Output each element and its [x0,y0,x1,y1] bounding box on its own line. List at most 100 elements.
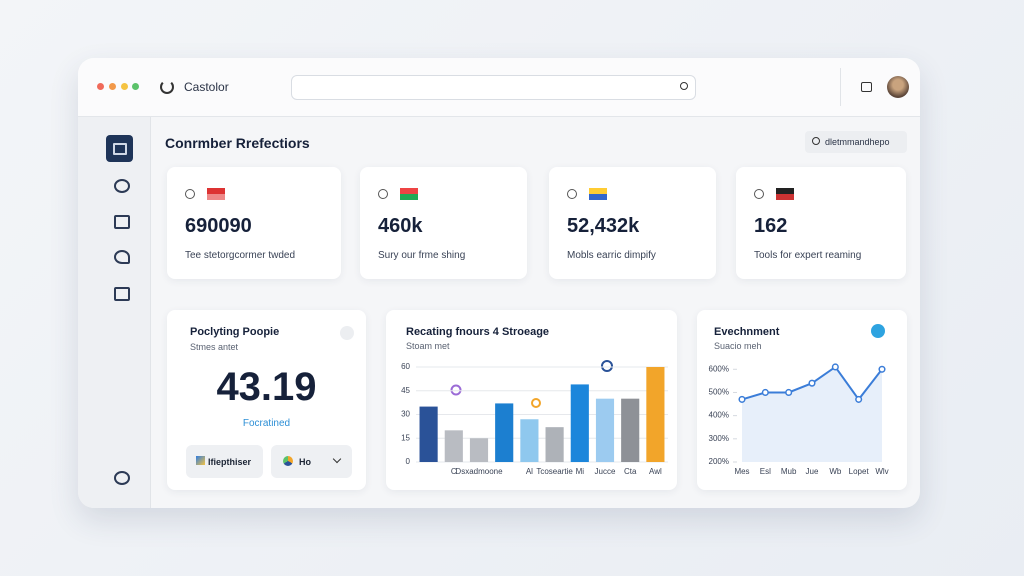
stat-flag [776,188,794,200]
y-tick-label: 600% [709,364,729,373]
nav-item-active[interactable] [106,135,133,162]
y-tick-label: 60 [401,362,410,371]
stat-value: 690090 [185,215,252,237]
line-point [855,395,863,403]
info-icon[interactable] [871,324,885,338]
sidebar [78,117,151,508]
marker [601,360,613,372]
x-tick-label: Mub [781,467,797,476]
search-box[interactable] [291,75,696,100]
line-point [761,388,769,397]
marker [450,384,462,396]
line-point [878,365,886,373]
line-point [785,388,793,397]
stat-card: 460k Sury our frme shing [360,167,527,279]
bar-panel: Recating fnours 4 Stroeage Stoam met 0 15… [386,310,677,490]
stat-label: Mobls earric dimpify [567,250,656,261]
line-point [831,363,839,371]
y-tick-label: 30 [401,410,410,419]
y-tick-label: 45 [401,386,410,395]
x-tick-label: Dsxadmoone [455,467,503,476]
info-icon[interactable] [340,326,354,340]
line-area [742,366,882,462]
button[interactable]: Ifiepthiser [186,445,263,478]
panel-subtitle: Suacio meh [714,341,762,351]
search-button[interactable]: dletmmandhepo [805,131,907,153]
x-tick-label: Al [526,467,533,476]
x-tick-label: Cta [624,467,637,476]
window-dot [109,83,116,90]
avatar[interactable] [887,76,909,98]
stat-flag [400,188,418,200]
panel-title: Recating fnours 4 Stroeage [406,326,550,338]
metric-caption: Focratined [242,418,291,429]
x-tick-label: Mes [734,467,749,476]
nav-item[interactable] [114,471,130,485]
button-icon [283,456,293,466]
line-point [738,395,746,403]
y-tick-label: 0 [406,457,411,466]
panel-title: Evechnment [714,326,780,338]
bar [495,403,514,462]
stat-icon [754,189,764,199]
panel-subtitle: Stmes antet [190,342,239,352]
bar [444,430,463,462]
stat-value: 162 [754,215,788,237]
bar [419,406,438,462]
stat-flag [589,188,607,200]
bar [646,367,665,462]
top-bar: Castolor [78,58,920,117]
dropdown[interactable]: Ho [271,445,352,478]
stat-value: 460k [378,215,423,237]
line-point [808,379,816,387]
y-tick-label: 15 [401,433,410,442]
x-tick-label: Mi [576,467,585,476]
stat-icon [378,189,388,199]
x-tick-label: Wlv [875,467,888,476]
page-title: Conrmber Rrefectiors [165,135,310,151]
metric-value: 43.19 [216,365,317,409]
stat-card: 52,432k Mobls earric dimpify [549,167,716,279]
nav-item[interactable] [114,215,130,229]
bar [520,419,539,462]
x-tick-label: C [451,467,457,476]
y-tick-label: 300% [709,434,729,443]
x-tick-label: Tcoseartie [536,467,573,476]
stat-label: Tools for expert reaming [754,250,862,261]
stat-value: 52,432k [567,215,640,237]
nav-item[interactable] [114,287,130,301]
metric-panel: Poclyting Poopie Stmes antet 43.19 Focra… [167,310,366,490]
nav-item[interactable] [114,179,130,193]
stat-card: 162 Tools for expert reaming [736,167,906,279]
nav-item[interactable] [114,250,130,264]
button-label: Ifiepthiser [208,457,252,467]
divider [840,68,841,106]
panel-title: Poclyting Poopie [190,326,280,338]
y-tick-label: 500% [709,388,729,397]
home-icon[interactable] [861,82,872,92]
x-tick-label: Awl [649,467,662,476]
search-icon [812,137,820,145]
x-tick-label: Jucce [595,467,616,476]
stat-label: Sury our frme shing [378,250,466,261]
search-button-label: dletmmandhepo [825,137,890,147]
bar [570,384,589,462]
window-dot [132,83,139,90]
app-logo [160,80,174,94]
bar [469,438,489,462]
stat-icon [185,189,195,199]
nav-icon [113,143,127,155]
bar [545,427,564,462]
panel-subtitle: Stoam met [406,341,450,351]
y-tick-label: 400% [709,411,729,420]
stat-icon [567,189,577,199]
bar [621,398,640,462]
bar [595,398,615,462]
line-chart: 200% 300% 400% 500% 600% Mes Esl Mub Jue Wb Lopet W… [709,363,889,476]
y-tick-label: 200% [709,457,729,466]
x-tick-label: Jue [806,467,819,476]
line-panel: Evechnment Suacio meh 200% 300% 400% 500% 60… [697,310,907,490]
